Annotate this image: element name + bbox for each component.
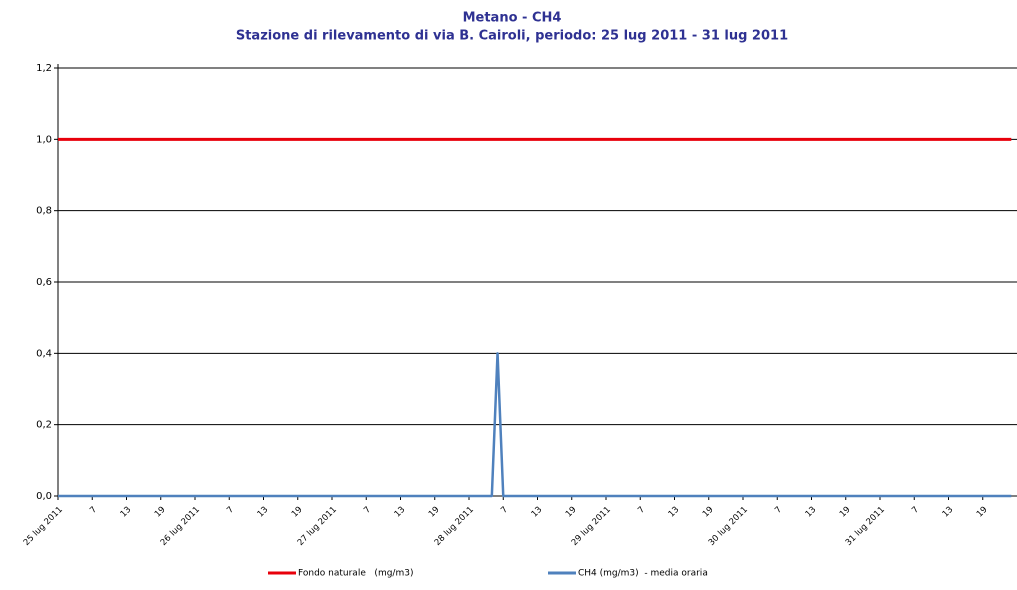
x-tick-label: 13 (119, 505, 134, 520)
y-tick-label: 0,6 (36, 277, 52, 288)
y-tick-label: 0,8 (36, 206, 52, 217)
x-tick-label: 7 (636, 505, 647, 516)
x-tick-label: 19 (975, 505, 990, 520)
y-tick-label: 1,0 (36, 134, 52, 145)
x-tick-label: 13 (804, 505, 819, 520)
x-tick-label: 19 (427, 505, 442, 520)
x-tick-label: 19 (701, 505, 716, 520)
line-series (58, 352, 1012, 498)
x-tick-label: 25 lug 2011 (22, 505, 65, 548)
x-tick-label: 7 (773, 505, 784, 516)
x-tick-label: 7 (910, 505, 921, 516)
chart-subtitle: Stazione di rilevamento di via B. Cairol… (236, 29, 788, 44)
x-tick-label: 13 (256, 505, 271, 520)
legend-label: Fondo naturale (mg/m3) (298, 569, 413, 579)
x-tick-label: 7 (499, 505, 510, 516)
x-tick-label: 13 (393, 505, 408, 520)
x-tick-label: 7 (88, 505, 99, 516)
x-tick-label: 19 (838, 505, 853, 520)
x-tick-label: 19 (290, 505, 305, 520)
legend-label: CH4 (mg/m3) - media oraria (578, 569, 708, 579)
x-tick-label: 7 (225, 505, 236, 516)
y-tick-label: 0,0 (36, 491, 52, 502)
chart-title: Metano - CH4 (463, 11, 562, 26)
x-tick-label: 13 (530, 505, 545, 520)
y-tick-label: 0,2 (36, 420, 52, 431)
y-tick-label: 1,2 (36, 63, 52, 74)
x-tick-label: 19 (153, 505, 168, 520)
x-tick-label: 13 (941, 505, 956, 520)
y-tick-label: 0,4 (36, 348, 52, 359)
x-tick-label: 13 (667, 505, 682, 520)
x-tick-label: 19 (564, 505, 579, 520)
x-tick-label: 7 (362, 505, 373, 516)
